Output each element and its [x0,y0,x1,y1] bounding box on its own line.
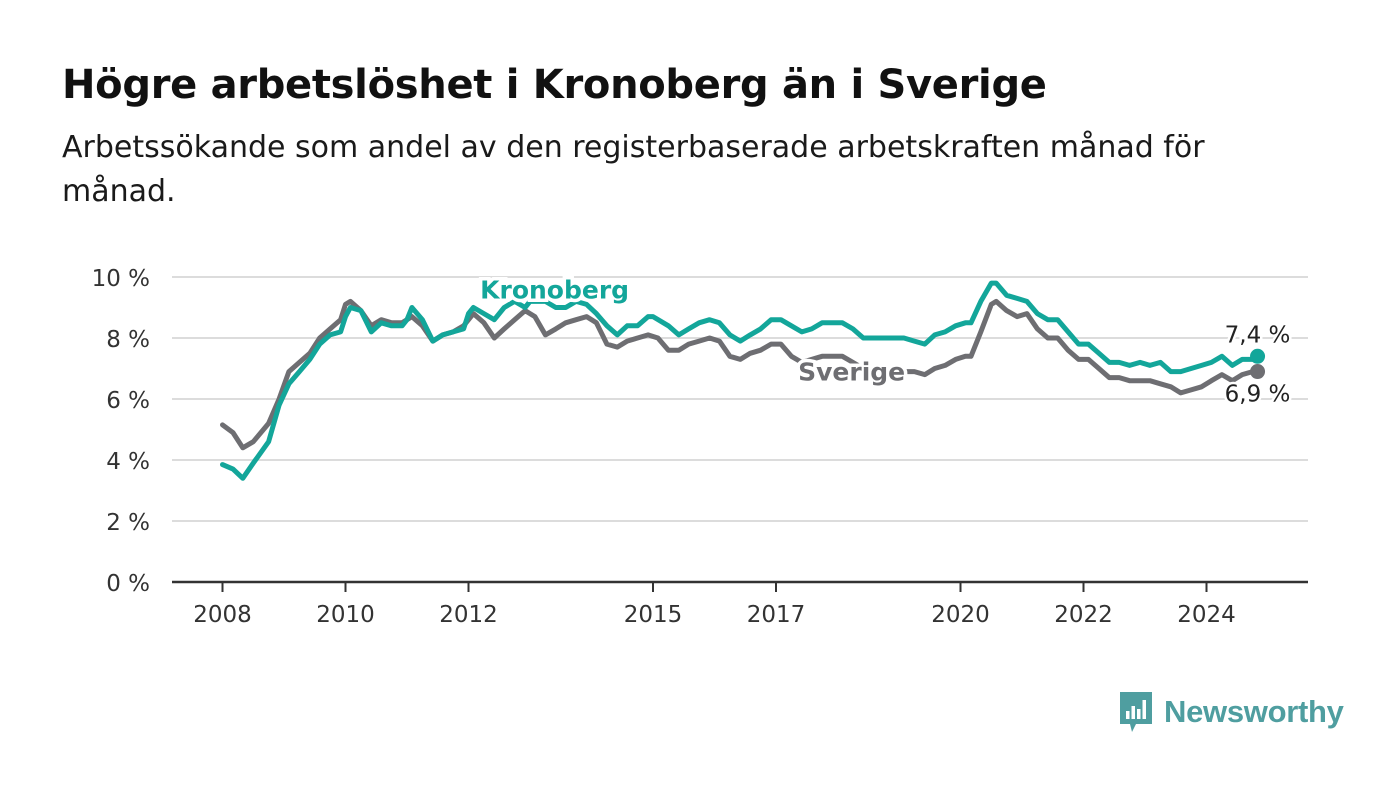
chart-title: Högre arbetslöshet i Kronoberg än i Sver… [62,62,1047,108]
y-tick-label: 10 % [92,266,150,292]
y-tick-label: 6 % [106,388,150,414]
x-tick-label: 2010 [316,602,375,628]
y-tick-label: 2 % [106,510,150,536]
series-line-kronoberg [220,280,1260,481]
x-tick-label: 2020 [931,602,990,628]
grid-lines [172,276,1308,522]
series-line-sverige [220,298,1260,451]
end-point-kronoberg [1250,348,1266,364]
y-tick-label: 4 % [106,449,150,475]
series-labels: 7,4 % 6,9 % Kronoberg Sverige [477,272,1293,410]
x-tick-label: 2024 [1177,602,1236,628]
series-name-kronoberg: Kronoberg [480,275,629,304]
brand-logo[interactable]: Newsworthy [1118,690,1344,734]
x-tick-label: 2017 [747,602,806,628]
end-label-sverige: 6,9 % [1225,382,1291,408]
series-lines [220,280,1266,481]
y-tick-label: 0 % [106,571,150,597]
x-tick-label: 2015 [624,602,683,628]
end-label-kronoberg: 7,4 % [1225,322,1291,348]
y-axis-tick-labels: 0 % 2 % 4 % 6 % 8 % 10 % [92,266,150,597]
x-tick-label: 2022 [1054,602,1113,628]
newsworthy-logo-icon [1120,692,1152,732]
series-name-sverige: Sverige [798,358,905,387]
x-tick-label: 2008 [193,602,252,628]
x-tick-label: 2012 [439,602,498,628]
chart-subtitle: Arbetssökande som andel av den registerb… [62,130,1205,209]
y-tick-label: 8 % [106,327,150,353]
brand-name: Newsworthy [1164,694,1344,729]
x-axis-ticks: 2008 2010 2012 2015 2017 2020 2022 2024 [193,582,1236,628]
end-point-sverige [1250,364,1266,380]
